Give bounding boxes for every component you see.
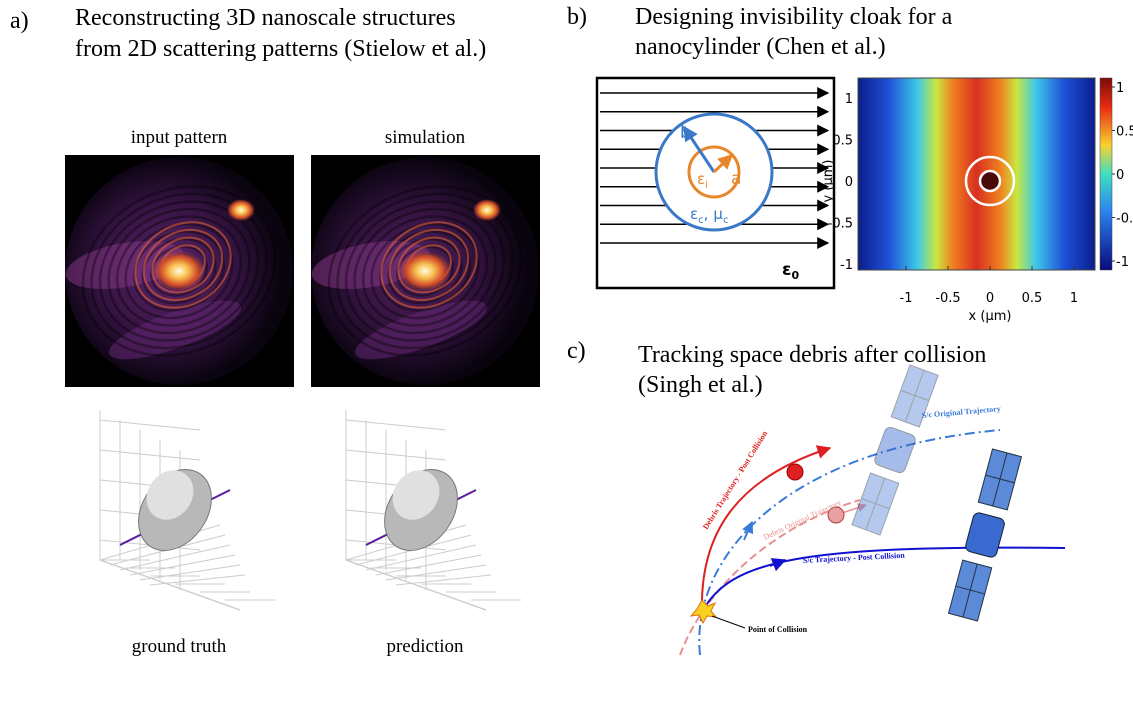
symbol: ε (697, 170, 705, 188)
render-3d (346, 410, 521, 610)
x-tick-label: 1 (1070, 291, 1078, 306)
render-3d (100, 410, 275, 610)
spot (473, 199, 501, 221)
grid-line (140, 565, 240, 580)
panel-label: b) (567, 4, 587, 30)
x-tick-label: 0 (986, 291, 994, 306)
leader-line (712, 616, 745, 628)
direction-arrow (770, 560, 785, 566)
trajectory-label: Point of Collision (748, 625, 808, 634)
collision-burst (691, 600, 716, 623)
bus (873, 426, 917, 475)
debris (787, 464, 803, 480)
scattering-pattern (55, 155, 303, 387)
x-axis-label: x (μm) (969, 309, 1012, 324)
subscript: c (723, 215, 729, 226)
figure: a) Reconstructing 3D nanoscale structure… (0, 0, 1133, 709)
colorbar-tick-label: 0 (1116, 168, 1124, 183)
grid-line (100, 450, 200, 460)
symbol: μ (713, 205, 723, 223)
panel-title: Tracking space debris after collision (638, 342, 986, 368)
radius-label: a (731, 169, 741, 189)
grid-line (100, 420, 200, 430)
colorbar (1100, 78, 1112, 270)
trajectory-label: S/c Original Trajectory (921, 404, 1001, 420)
panel-title: from 2D scattering patterns (Stielow et … (75, 36, 486, 62)
panel-title: nanocylinder (Chen et al.) (635, 34, 886, 60)
field-map (858, 78, 1095, 270)
y-tick-label: 1 (845, 92, 853, 107)
x-tick-label: -0.5 (935, 291, 960, 306)
subscript: 0 (791, 269, 799, 282)
trajectory-label: Debris Trajectory - Post Collision (701, 429, 770, 531)
grid-line (376, 555, 481, 575)
symbol: ε (782, 260, 791, 280)
render-caption: ground truth (132, 636, 227, 657)
x-tick-label: -1 (900, 291, 913, 306)
colorbar-tick-label: 1 (1116, 81, 1124, 96)
panel-label: c) (567, 338, 586, 364)
y-tick-label: 0 (845, 175, 853, 190)
panel-label: a) (10, 8, 29, 34)
image-caption: simulation (385, 127, 466, 148)
grid-line (346, 450, 446, 460)
grid-line (386, 565, 486, 580)
bus (964, 512, 1005, 559)
satellite (851, 365, 939, 536)
subscript: i (705, 180, 708, 191)
grid-line (346, 420, 446, 430)
y-tick-label: 0.5 (832, 134, 853, 149)
core (153, 251, 205, 291)
colorbar-tick-label: -1 (1116, 255, 1129, 270)
satellite (948, 449, 1023, 621)
panel-title: Designing invisibility cloak for a (635, 4, 953, 30)
symbol: ε (690, 205, 698, 223)
spot (227, 199, 255, 221)
image-caption: input pattern (131, 127, 228, 148)
separator: , (704, 205, 709, 223)
radius-label: b (680, 123, 691, 143)
y-tick-label: -1 (840, 258, 853, 273)
scattering-pattern (301, 155, 549, 387)
y-tick-label: -0.5 (828, 217, 853, 232)
render-caption: prediction (386, 636, 464, 657)
colorbar-tick-label: 0.5 (1116, 125, 1133, 140)
y-axis-label: y (μm) (821, 160, 836, 203)
core (399, 251, 451, 291)
core-outline (980, 171, 1000, 191)
panel-title: (Singh et al.) (638, 372, 763, 398)
x-tick-label: 0.5 (1022, 291, 1043, 306)
panel-title: Reconstructing 3D nanoscale structures (75, 5, 456, 31)
grid-line (130, 555, 235, 575)
colorbar-tick-label: -0.5 (1116, 212, 1133, 227)
trajectory-label: S/c Trajectory - Post Collision (803, 551, 906, 565)
